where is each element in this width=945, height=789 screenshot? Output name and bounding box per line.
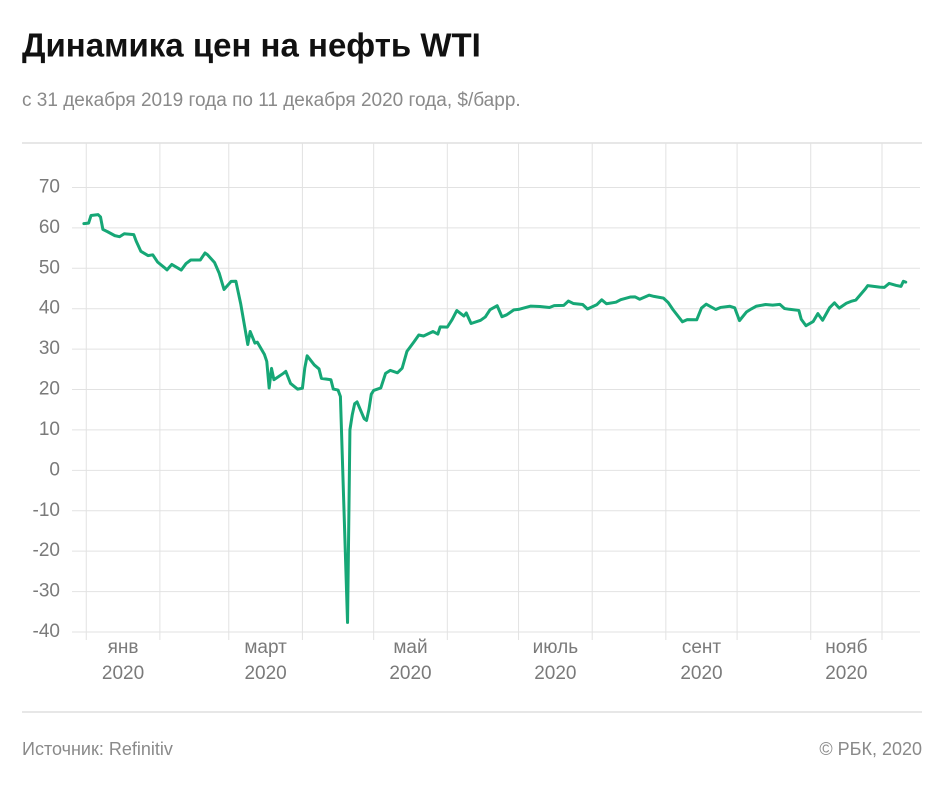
- x-tick-label: сент: [682, 637, 722, 658]
- x-tick-year: 2020: [244, 663, 286, 684]
- y-tick-label: 70: [39, 176, 60, 197]
- x-tick-year: 2020: [534, 663, 576, 684]
- chart-title: Динамика цен на нефть WTI: [22, 27, 481, 64]
- x-tick-label: май: [393, 637, 427, 658]
- source: Источник: Refinitiv: [22, 739, 173, 759]
- y-tick-label: 20: [39, 379, 60, 400]
- y-tick-label: -20: [33, 540, 60, 561]
- x-tick-label: янв: [108, 637, 139, 658]
- x-tick-year: 2020: [680, 663, 722, 684]
- y-tick-label: -30: [33, 581, 60, 602]
- y-tick-label: 40: [39, 298, 60, 319]
- copyright: © РБК, 2020: [819, 739, 922, 759]
- price-line: [82, 213, 908, 624]
- y-tick-label: -40: [33, 621, 60, 642]
- y-tick-label: 10: [39, 419, 60, 440]
- x-tick-year: 2020: [825, 663, 867, 684]
- y-tick-label: 30: [39, 338, 60, 359]
- x-tick-label: нояб: [825, 637, 867, 658]
- y-tick-label: -10: [33, 500, 60, 521]
- x-tick-label: март: [244, 637, 287, 658]
- y-tick-label: 50: [39, 257, 60, 278]
- chart-subtitle: с 31 декабря 2019 года по 11 декабря 202…: [22, 90, 521, 111]
- y-tick-label: 60: [39, 217, 60, 238]
- x-tick-year: 2020: [389, 663, 431, 684]
- x-tick-year: 2020: [102, 663, 144, 684]
- x-tick-label: июль: [533, 637, 579, 658]
- y-tick-label: 0: [49, 459, 60, 480]
